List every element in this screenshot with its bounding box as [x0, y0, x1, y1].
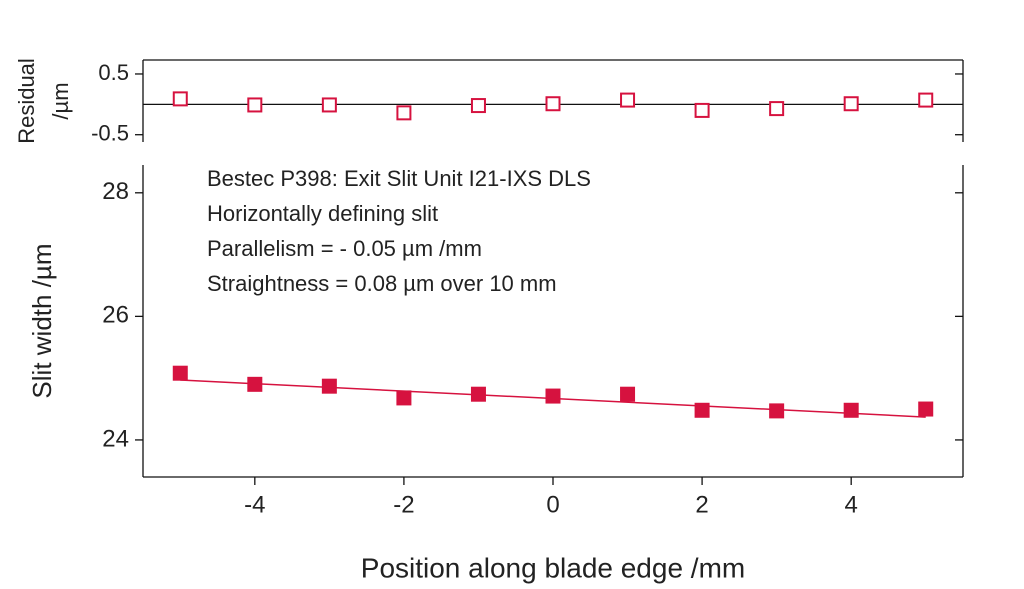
y-axis-label: Slit width /µm	[27, 243, 57, 398]
y-tick-label: 0.5	[98, 60, 129, 85]
data-point	[620, 92, 636, 108]
y-axis-label: /µm	[48, 82, 73, 119]
data-point	[620, 386, 636, 402]
x-tick-label: -2	[393, 491, 414, 518]
annotation: Straightness = 0.08 µm over 10 mm	[207, 271, 557, 296]
data-point	[545, 96, 561, 112]
data-point	[172, 365, 188, 381]
x-axis-label: Position along blade edge /mm	[361, 552, 745, 583]
data-point	[694, 102, 710, 118]
y-tick-label: 26	[102, 302, 129, 329]
annotation: Bestec P398: Exit Slit Unit I21-IXS DLS	[207, 166, 591, 191]
data-point	[769, 403, 785, 419]
data-point	[918, 92, 934, 108]
data-point	[172, 91, 188, 107]
data-point	[843, 96, 859, 112]
x-tick-label: 2	[695, 491, 708, 518]
y-tick-label: 24	[102, 425, 129, 452]
annotation: Horizontally defining slit	[207, 201, 438, 226]
annotation: Parallelism = - 0.05 µm /mm	[207, 236, 482, 261]
data-point	[321, 97, 337, 113]
y-tick-label: 28	[102, 178, 129, 205]
data-point	[769, 101, 785, 117]
data-point	[247, 97, 263, 113]
data-point	[396, 105, 412, 121]
data-point	[843, 402, 859, 418]
data-point	[321, 378, 337, 394]
fit-line	[180, 379, 926, 418]
x-tick-label: 4	[845, 491, 858, 518]
x-tick-label: 0	[546, 491, 559, 518]
data-point	[396, 390, 412, 406]
data-point	[545, 388, 561, 404]
y-tick-label: -0.5	[91, 121, 129, 146]
data-point	[470, 98, 486, 114]
y-axis-label: Residual	[14, 58, 39, 144]
x-tick-label: -4	[244, 491, 265, 518]
data-point	[918, 401, 934, 417]
